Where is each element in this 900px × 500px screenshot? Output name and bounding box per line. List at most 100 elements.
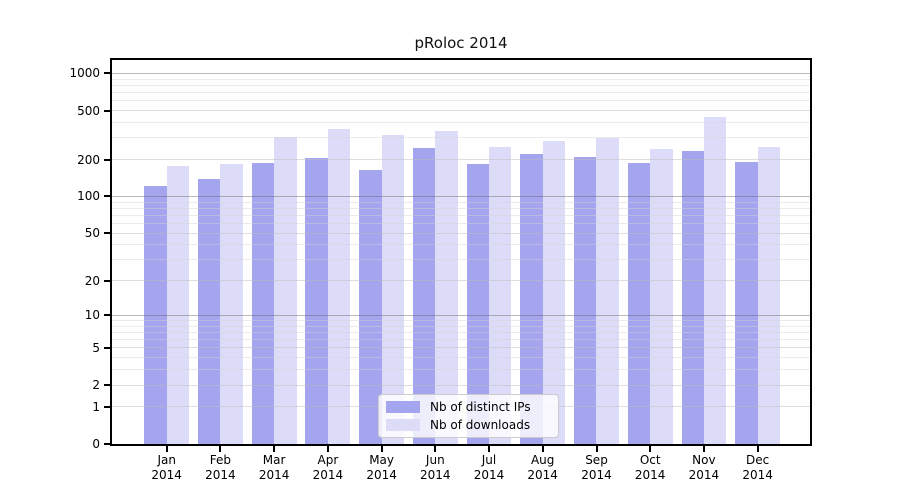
- y-tick-200: [104, 158, 112, 161]
- bar-distinct-ips-aug: [520, 154, 543, 444]
- x-tick-oct: [649, 446, 652, 452]
- legend-label-downloads: Nb of downloads: [430, 418, 531, 432]
- gridline-300: [112, 137, 810, 139]
- gridline-70: [112, 214, 810, 216]
- y-tick-5: [104, 346, 112, 349]
- y-tick-50: [104, 232, 112, 235]
- x-tick-sep: [595, 446, 598, 452]
- bar-distinct-ips-jul: [466, 164, 489, 444]
- gridline-200: [112, 159, 810, 160]
- legend-swatch-downloads: [386, 419, 420, 431]
- gridline-40: [112, 244, 810, 246]
- bar-distinct-ips-dec: [735, 161, 758, 444]
- bar-downloads-apr: [327, 129, 351, 444]
- bar-downloads-oct: [650, 149, 673, 444]
- x-tick-dec: [756, 446, 759, 452]
- y-tick-2: [104, 384, 112, 387]
- x-tick-label-sep: Sep 2014: [581, 453, 612, 482]
- bar-downloads-jul: [489, 147, 512, 444]
- legend-label-distinct-ips: Nb of distinct IPs: [430, 400, 531, 414]
- gridline-4: [112, 357, 810, 359]
- y-tick-100: [104, 195, 112, 198]
- gridline-8: [112, 325, 810, 327]
- plot-area: [112, 60, 810, 444]
- x-tick-jan: [165, 446, 168, 452]
- gridline-500: [112, 110, 810, 111]
- gridline-100: [112, 195, 810, 197]
- x-tick-label-mar: Mar 2014: [258, 453, 290, 482]
- x-tick-label-feb: Feb 2014: [205, 453, 236, 482]
- gridline-60: [112, 223, 810, 224]
- x-tick-nov: [702, 446, 705, 452]
- y-tick-label-2: 2: [92, 378, 100, 393]
- bar-distinct-ips-nov: [681, 151, 704, 444]
- bar-distinct-ips-apr: [305, 157, 328, 444]
- gridline-9: [112, 320, 810, 321]
- y-tick-20: [104, 279, 112, 282]
- gridline-900: [112, 78, 810, 80]
- chart-title: pRoloc 2014: [414, 34, 508, 52]
- y-tick-label-200: 200: [77, 152, 100, 167]
- x-tick-may: [380, 446, 383, 452]
- y-tick-label-20: 20: [84, 273, 100, 288]
- bar-distinct-ips-jun: [412, 148, 436, 444]
- x-tick-jun: [434, 446, 437, 452]
- x-tick-mar: [273, 446, 276, 452]
- bar-distinct-ips-jan: [144, 185, 167, 444]
- y-tick-500: [104, 109, 112, 112]
- gridline-2: [112, 384, 810, 386]
- gridline-90: [112, 201, 810, 203]
- gridline-7: [112, 331, 810, 333]
- y-tick-label-1000: 1000: [69, 66, 100, 81]
- x-tick-label-oct: Oct 2014: [634, 453, 666, 482]
- y-tick-1000: [104, 72, 112, 75]
- x-tick-feb: [219, 446, 222, 452]
- x-tick-label-aug: Aug 2014: [527, 453, 558, 482]
- x-tick-jul: [488, 446, 490, 452]
- y-tick-10: [104, 314, 112, 317]
- bar-downloads-feb: [220, 164, 243, 444]
- x-tick-label-nov: Nov 2014: [688, 453, 720, 482]
- y-tick-1: [104, 405, 112, 408]
- bar-downloads-dec: [757, 147, 780, 444]
- y-tick-0: [104, 443, 112, 445]
- y-tick-label-10: 10: [84, 308, 100, 323]
- gridline-50: [112, 232, 810, 234]
- x-tick-label-apr: Apr 2014: [312, 453, 344, 482]
- bar-downloads-may: [381, 135, 404, 444]
- gridline-20: [112, 280, 810, 282]
- x-tick-label-may: May 2014: [366, 453, 397, 482]
- legend: Nb of distinct IPs Nb of downloads: [378, 394, 559, 438]
- gridline-80: [112, 207, 810, 209]
- gridline-700: [112, 92, 810, 93]
- gridline-10: [112, 314, 810, 316]
- gridline-600: [112, 100, 810, 102]
- x-tick-label-dec: Dec 2014: [742, 453, 773, 482]
- bar-downloads-mar: [274, 136, 297, 444]
- gridline-3: [112, 369, 810, 371]
- gridline-800: [112, 84, 810, 86]
- y-tick-label-1: 1: [92, 399, 100, 414]
- y-tick-label-50: 50: [84, 226, 100, 241]
- y-tick-label-5: 5: [92, 340, 100, 355]
- bar-downloads-jun: [435, 131, 458, 444]
- gridline-6: [112, 339, 810, 341]
- bar-downloads-jan: [166, 165, 190, 444]
- bar-distinct-ips-mar: [251, 163, 275, 444]
- bar-downloads-sep: [596, 138, 619, 444]
- gridline-1000: [112, 72, 810, 74]
- gridline-30: [112, 259, 810, 261]
- x-tick-label-jun: Jun 2014: [420, 453, 451, 482]
- y-tick-label-500: 500: [77, 103, 100, 118]
- gridline-5: [112, 347, 810, 349]
- bar-distinct-ips-feb: [198, 178, 221, 444]
- y-tick-label-100: 100: [77, 189, 100, 204]
- x-tick-apr: [326, 446, 329, 452]
- bar-distinct-ips-oct: [627, 163, 651, 444]
- x-tick-label-jul: Jul 2014: [473, 453, 505, 482]
- bar-distinct-ips-may: [359, 170, 382, 444]
- x-tick-label-jan: Jan 2014: [151, 453, 182, 482]
- legend-item-downloads: Nb of downloads: [386, 417, 550, 433]
- x-tick-aug: [541, 446, 544, 452]
